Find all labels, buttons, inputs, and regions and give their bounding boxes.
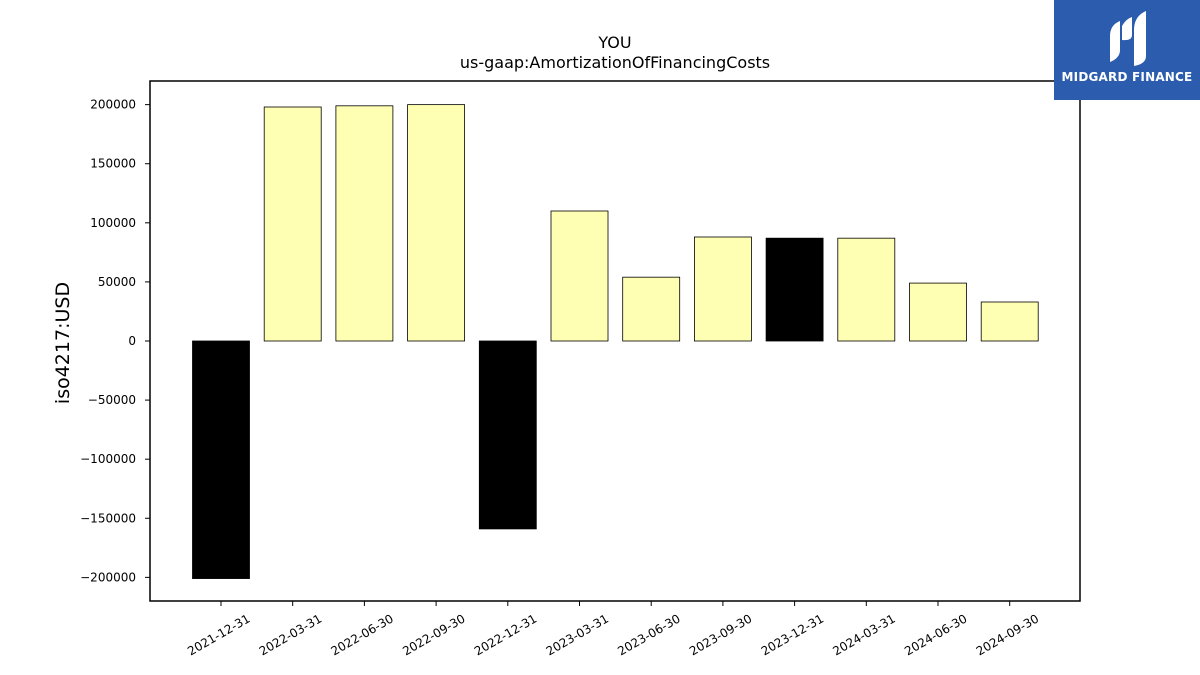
- plot-frame: [149, 80, 1081, 602]
- y-tick-label: −150000: [80, 511, 136, 525]
- y-tick-label: 50000: [98, 275, 136, 289]
- x-tick-label: 2022-03-31: [257, 611, 324, 658]
- chart-title: YOU: [597, 33, 631, 52]
- brand-logo: MIDGARD FINANCE: [1054, 0, 1200, 100]
- bar-2024-03-31: [837, 237, 896, 342]
- x-tick-label: 2023-12-31: [759, 611, 826, 658]
- x-tick-label: 2021-12-31: [185, 611, 252, 658]
- y-tick-label: −50000: [88, 393, 136, 407]
- y-tick-label: −200000: [80, 570, 136, 584]
- x-tick-label: 2023-06-30: [615, 611, 682, 658]
- bar-2022-09-30: [407, 104, 466, 342]
- x-ticks-group: 2021-12-31 2022-03-31 2022-06-30 2022-09-30…: [185, 601, 1041, 658]
- brand-logo-text: MIDGARD FINANCE: [1061, 70, 1193, 84]
- bar-2023-03-31: [550, 210, 609, 342]
- y-axis-label: iso4217:USD: [52, 282, 74, 404]
- x-tick-label: 2023-03-31: [544, 611, 611, 658]
- bar-2023-06-30: [622, 276, 681, 342]
- chart-subtitle: us-gaap:AmortizationOfFinancingCosts: [460, 53, 770, 72]
- midgard-logo-mark-icon: [1110, 11, 1146, 66]
- x-tick-label: 2022-12-31: [472, 611, 539, 658]
- y-tick-label: −100000: [80, 452, 136, 466]
- y-tick-label: 0: [128, 334, 136, 348]
- x-tick-label: 2022-06-30: [328, 611, 395, 658]
- x-tick-label: 2023-09-30: [687, 611, 754, 658]
- bar-2023-12-31: [765, 237, 824, 342]
- bar-2024-06-30: [909, 282, 967, 342]
- bar-2022-12-31: [478, 340, 537, 530]
- x-tick-label: 2024-06-30: [902, 611, 969, 658]
- x-tick-label: 2024-09-30: [974, 611, 1041, 658]
- bar-2023-09-30: [694, 236, 752, 342]
- bars-group: [192, 104, 1039, 579]
- y-tick-label: 100000: [90, 216, 136, 230]
- bar-2021-12-31: [192, 340, 250, 579]
- bar-2024-09-30: [980, 301, 1039, 342]
- bar-2022-06-30: [335, 105, 394, 342]
- y-tick-label: 150000: [90, 157, 136, 171]
- x-tick-label: 2022-09-30: [400, 611, 467, 658]
- y-ticks-group: −200000 −150000 −100000 −50000 0 50000 100000 1…: [80, 98, 150, 584]
- x-tick-label: 2024-03-31: [830, 611, 897, 658]
- y-tick-label: 200000: [90, 98, 136, 112]
- bar-2022-03-31: [263, 106, 322, 342]
